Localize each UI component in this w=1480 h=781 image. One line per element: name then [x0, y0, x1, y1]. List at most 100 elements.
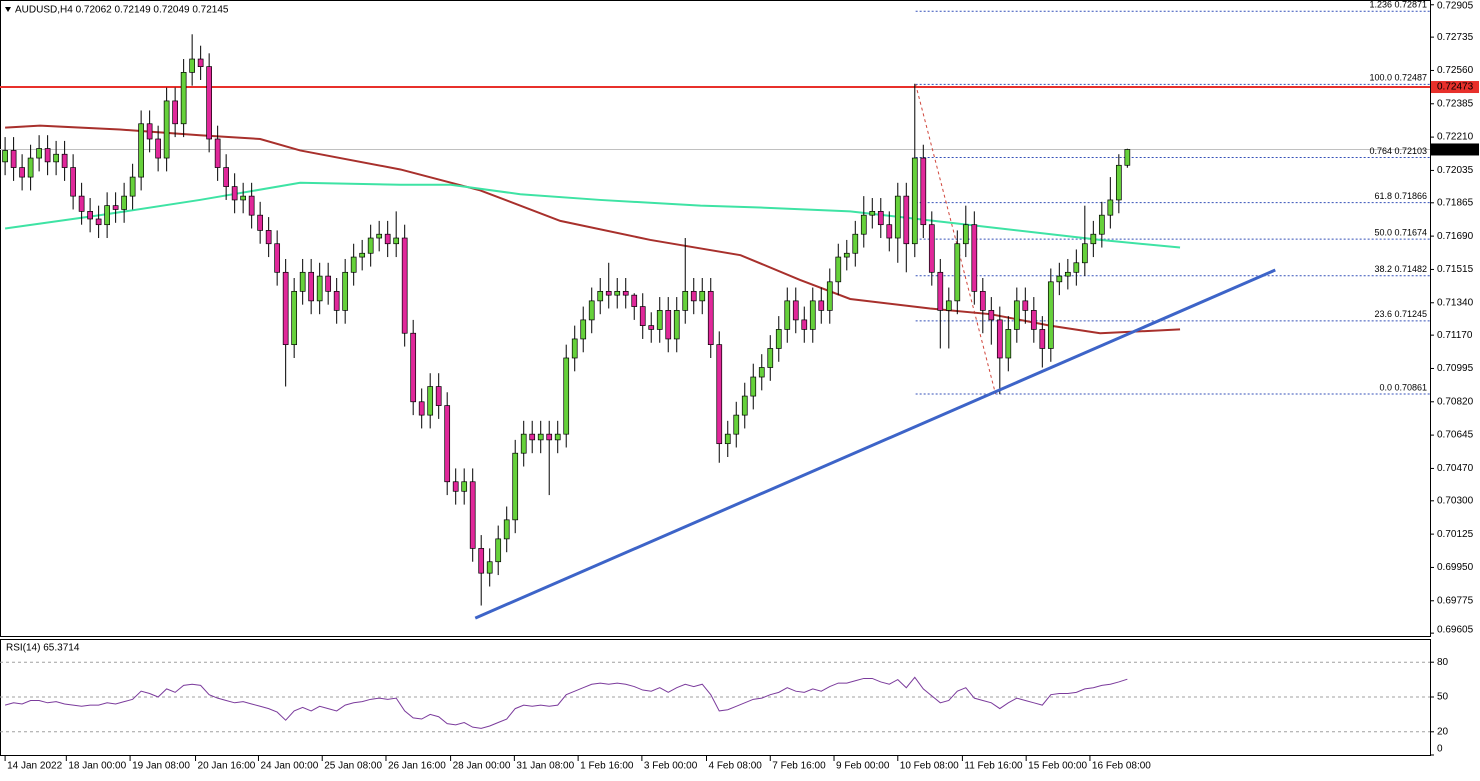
candle-body [537, 433, 544, 441]
x-tick-label: 18 Jan 00:00 [68, 761, 126, 772]
y-tick-label: 0.72735 [1437, 32, 1474, 43]
rsi-line [4, 676, 1128, 729]
x-tick-label: 11 Feb 16:00 [964, 761, 1023, 772]
x-tick-label: 7 Feb 16:00 [772, 761, 826, 772]
candle-body [291, 290, 298, 346]
candle-body [274, 243, 281, 273]
x-tick-label: 26 Jan 16:00 [388, 761, 446, 772]
candle-body [707, 290, 714, 346]
candle-body [843, 252, 850, 258]
candle-body [639, 306, 646, 326]
last-price-box [1431, 143, 1479, 156]
y-tick-label: 50 [1437, 692, 1449, 703]
candle-body [588, 300, 595, 321]
candle-body [401, 237, 408, 334]
y-tick-label: 20 [1437, 726, 1449, 737]
fib-diagonal [915, 84, 997, 395]
fib-label: 1.236 0.72871 [1369, 0, 1427, 10]
candle-body [903, 195, 910, 245]
candle-body [87, 211, 93, 220]
candle-body [435, 386, 442, 406]
candle-body [342, 271, 349, 311]
candle-body [716, 344, 723, 445]
y-tick-label: 0.72385 [1437, 98, 1474, 109]
candle-body [1081, 243, 1088, 264]
y-tick-label: 0.71515 [1437, 264, 1474, 275]
candle-body [2, 150, 8, 163]
candle-body [928, 224, 935, 273]
x-tick-label: 28 Jan 00:00 [453, 761, 511, 772]
candle-body [27, 157, 34, 178]
candle-body [835, 256, 842, 283]
candle-body [1022, 300, 1029, 311]
x-tick-label: 10 Feb 08:00 [900, 761, 959, 772]
moving-average [5, 124, 1181, 335]
y-tick-label: 0.69950 [1437, 562, 1474, 573]
candle-body [656, 310, 663, 330]
candle-body [996, 319, 1003, 359]
candle-body [129, 176, 136, 197]
candle-body [282, 271, 289, 346]
candle-body [1064, 271, 1071, 277]
y-tick-label: 0.72035 [1437, 165, 1474, 176]
candle-body [801, 319, 808, 330]
chart-title: AUDUSD,H4 0.72062 0.72149 0.72049 0.7214… [15, 5, 229, 16]
candle-body [138, 123, 144, 178]
candle-body [580, 319, 587, 340]
candle-body [155, 138, 161, 159]
candle-body [53, 153, 59, 163]
candle-body [146, 123, 153, 140]
last-price-label: 0.72145 [1437, 144, 1474, 155]
candle-body [172, 100, 178, 125]
candle-body [444, 405, 451, 483]
candle-body [520, 433, 527, 454]
candle-body [631, 294, 638, 307]
candle-body [469, 481, 476, 549]
candle-body [792, 300, 799, 321]
candle-body [325, 275, 332, 292]
resistance-price-label: 0.72473 [1437, 82, 1474, 93]
x-tick-label: 4 Feb 08:00 [708, 761, 762, 772]
candle-body [1073, 262, 1080, 273]
candle-body [673, 310, 680, 340]
candle-body [945, 300, 952, 311]
candle-body [571, 338, 578, 359]
candle-body [605, 290, 612, 296]
candle-body [36, 148, 42, 159]
candle-body [809, 300, 816, 330]
candle-body [333, 290, 340, 311]
candle-body [724, 433, 731, 445]
fib-label: 100.0 0.72487 [1369, 73, 1427, 83]
x-tick-label: 19 Jan 08:00 [132, 761, 190, 772]
candle-body [920, 157, 927, 226]
candle-body [10, 150, 17, 168]
candle-body [393, 237, 400, 245]
candle-body [503, 519, 510, 540]
candle-body [852, 233, 859, 254]
candle-body [962, 224, 969, 245]
candle-body [452, 481, 459, 492]
candle-body [231, 186, 238, 201]
candle-body [486, 561, 493, 574]
candle-body [214, 138, 221, 168]
candle-body [886, 224, 893, 239]
candle-body [257, 214, 264, 231]
candle-body [223, 167, 229, 187]
candle-body [758, 367, 765, 378]
candle-body [1090, 233, 1097, 245]
candle-body [682, 290, 689, 311]
fib-label: 23.6 0.71245 [1374, 309, 1427, 319]
candle-body [690, 290, 697, 302]
x-tick-label: 1 Feb 16:00 [580, 761, 634, 772]
candle-body [563, 357, 570, 435]
candle-body [104, 205, 110, 226]
candle-body [427, 386, 434, 416]
y-tick-label: 0.71690 [1437, 231, 1474, 242]
fib-label: 61.8 0.71866 [1374, 191, 1427, 201]
fib-label: 0.0 0.70861 [1379, 382, 1427, 392]
candle-body [988, 310, 995, 321]
candle-body [869, 211, 876, 216]
rsi-title: RSI(14) 65.3714 [6, 643, 80, 654]
candle-body [180, 72, 187, 125]
